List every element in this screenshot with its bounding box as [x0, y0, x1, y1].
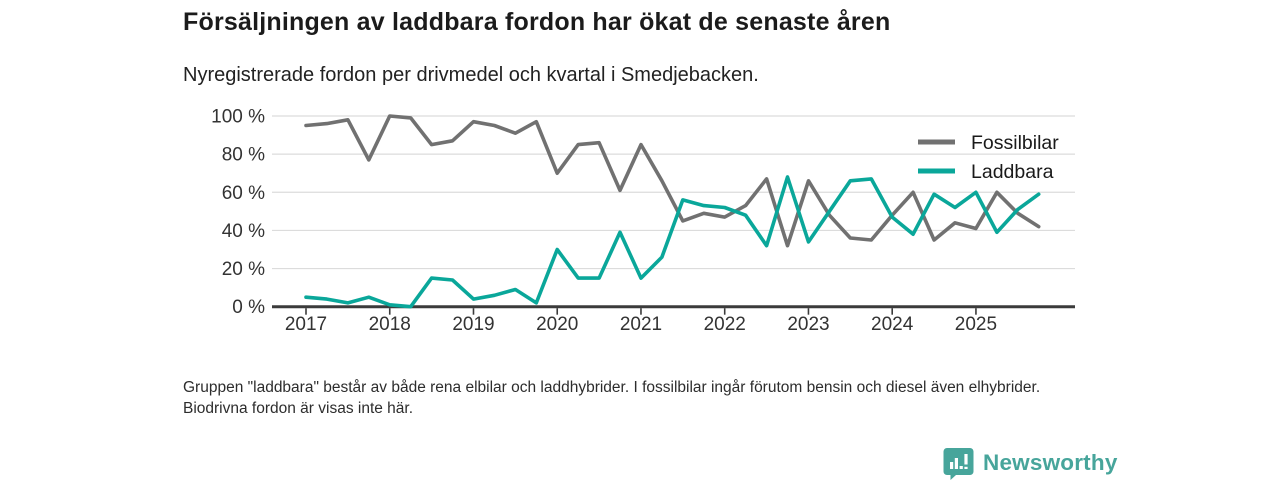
y-tick-label: 60 % [222, 183, 265, 204]
legend-label-fossilbilar: Fossilbilar [971, 132, 1059, 154]
x-tick-label: 2020 [536, 314, 578, 335]
x-tick-label: 2023 [787, 314, 829, 335]
x-tick-label: 2017 [285, 314, 327, 335]
x-tick-label: 2024 [871, 314, 914, 335]
y-tick-label: 40 % [222, 221, 265, 242]
x-tick-label: 2022 [704, 314, 746, 335]
chart-canvas: 0 % 20 % 40 % 60 % 80 % 100 % 2017 2018 2019 2020… [211, 107, 1075, 335]
x-tick-label: 2025 [955, 314, 997, 335]
y-tick-label: 20 % [222, 259, 265, 280]
y-tick-label: 100 % [211, 107, 265, 128]
newsworthy-wordmark: Newsworthy [983, 450, 1118, 475]
x-tick-label: 2018 [369, 314, 411, 335]
newsworthy-bar-chart-icon [943, 447, 974, 480]
line-chart: 0 % 20 % 40 % 60 % 80 % 100 % 2017 2018 2019 2020… [190, 102, 1080, 342]
chart-footnote: Gruppen "laddbara" består av både rena e… [183, 379, 1041, 417]
page-title: Försäljningen av laddbara fordon har öka… [183, 8, 891, 36]
y-tick-label: 80 % [222, 145, 265, 166]
series-line-fossilbilar [304, 114, 1041, 248]
newsworthy-logo: Newsworthy [943, 446, 1118, 480]
x-tick-label: 2021 [620, 314, 662, 335]
legend-label-laddbara: Laddbara [971, 161, 1054, 183]
series-line-laddbara [304, 175, 1041, 309]
x-tick-label: 2019 [452, 314, 494, 335]
chart-subtitle: Nyregistrerade fordon per drivmedel och … [183, 64, 759, 86]
y-tick-label: 0 % [232, 297, 265, 318]
